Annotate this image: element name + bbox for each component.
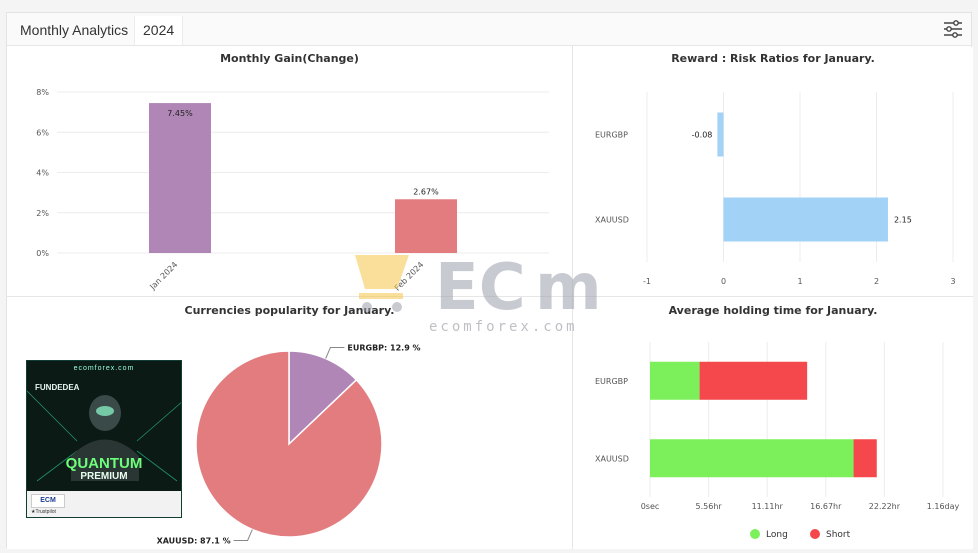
data-label: -0.08 [692,131,713,140]
monthly-gain-panel: Monthly Gain(Change) 0% 2% 4% 6% 8% 7.45% Jan … [7,47,572,296]
leader-line [233,529,253,541]
robot-icon [27,390,181,482]
x-tick-label: 5.56hr [696,502,723,511]
chart-title: Monthly Gain(Change) [220,52,359,65]
reward-risk-panel: Reward : Risk Ratios for January. -1 0 1 2 3… [573,47,973,296]
promo-banner[interactable]: ecomforex.com FUNDEDEA QUANTUM PREMIUM E… [26,360,182,518]
chart-title: Reward : Risk Ratios for January. [671,52,875,65]
promo-footer: ECM ★Trustpilot [27,491,181,517]
x-tick-label: 1 [797,277,802,286]
holding-time-chart: 0sec 5.56hr 11.11hr 16.67hr 22.22hr 1.16day EU… [595,342,960,540]
bar [395,199,457,253]
y-tick-label: 2% [36,209,49,218]
divider-vertical [572,46,573,549]
svg-text:m: m [535,251,602,325]
x-tick-label: Jan 2024 [147,260,179,292]
year-tab[interactable]: 2024 [134,16,184,45]
page-title: Monthly Analytics [20,22,129,38]
leader-line [325,347,345,359]
x-tick-label: 22.22hr [869,502,901,511]
promo-trust: ★Trustpilot [31,509,56,515]
x-tick-label: 0sec [641,502,660,511]
watermark-url: ecomforex.com [429,319,578,335]
y-tick-label: 0% [36,249,49,258]
reward-risk-chart: -1 0 1 2 3 EURGBP -0.08 XAUUSD 2.15 [595,92,956,286]
y-tick-label: XAUUSD [595,216,629,225]
promo-brand: FUNDEDEA [35,383,80,392]
promo-site: ecomforex.com [73,365,135,372]
x-tick-label: 1.16day [927,502,960,511]
legend-label: Long [766,530,788,540]
chart-title: Currencies popularity for January. [184,304,395,317]
promo-line2: PREMIUM [80,471,128,482]
chart-title: Average holding time for January. [668,304,878,317]
x-tick-label: 2 [874,277,879,286]
analytics-frame: Monthly Analytics 2024 Monthly Gain(Chan… [6,12,973,549]
y-tick-label: EURGBP [595,377,628,386]
holding-time-panel: Average holding time for January. 0sec 5.… [573,297,973,549]
bar [699,361,808,400]
pie-slice [195,350,383,538]
data-label: 2.15 [894,216,912,225]
bar [853,439,877,478]
data-label: XAUUSD: 87.1 % [157,536,231,545]
promo-line1: QUANTUM [65,455,143,472]
svg-text:EC: EC [435,251,526,325]
legend-label: Short [826,530,851,540]
watermark: EC m ecomforex.com [355,249,641,339]
y-tick-label: 8% [36,88,49,97]
x-tick-label: 16.67hr [810,502,842,511]
x-tick-label: 0 [721,277,726,286]
bar [650,361,700,400]
data-label: 7.45% [167,109,193,118]
y-tick-label: EURGBP [595,131,628,140]
x-tick-label: 11.11hr [752,502,784,511]
data-label: 2.67% [413,187,439,196]
bar [650,439,854,478]
legend-marker [750,529,760,539]
bar [723,197,888,242]
cart-logo-icon: EC m [355,251,602,325]
data-label: EURGBP: 12.9 % [347,344,420,353]
sliders-icon[interactable] [943,19,963,39]
currencies-pie-chart: EURGBP: 12.9 % XAUUSD: 87.1 % [157,344,421,546]
y-tick-label: 4% [36,169,49,178]
x-tick-label: 3 [950,277,955,286]
legend-marker [810,529,820,539]
divider-horizontal [7,296,973,297]
y-tick-label: 6% [36,128,49,137]
bar [149,103,211,253]
x-tick-label: -1 [643,277,651,286]
y-tick-label: XAUUSD [595,454,629,463]
header-bar: Monthly Analytics 2024 [7,13,971,46]
bar [717,112,724,157]
promo-logo: ECM [31,494,65,508]
